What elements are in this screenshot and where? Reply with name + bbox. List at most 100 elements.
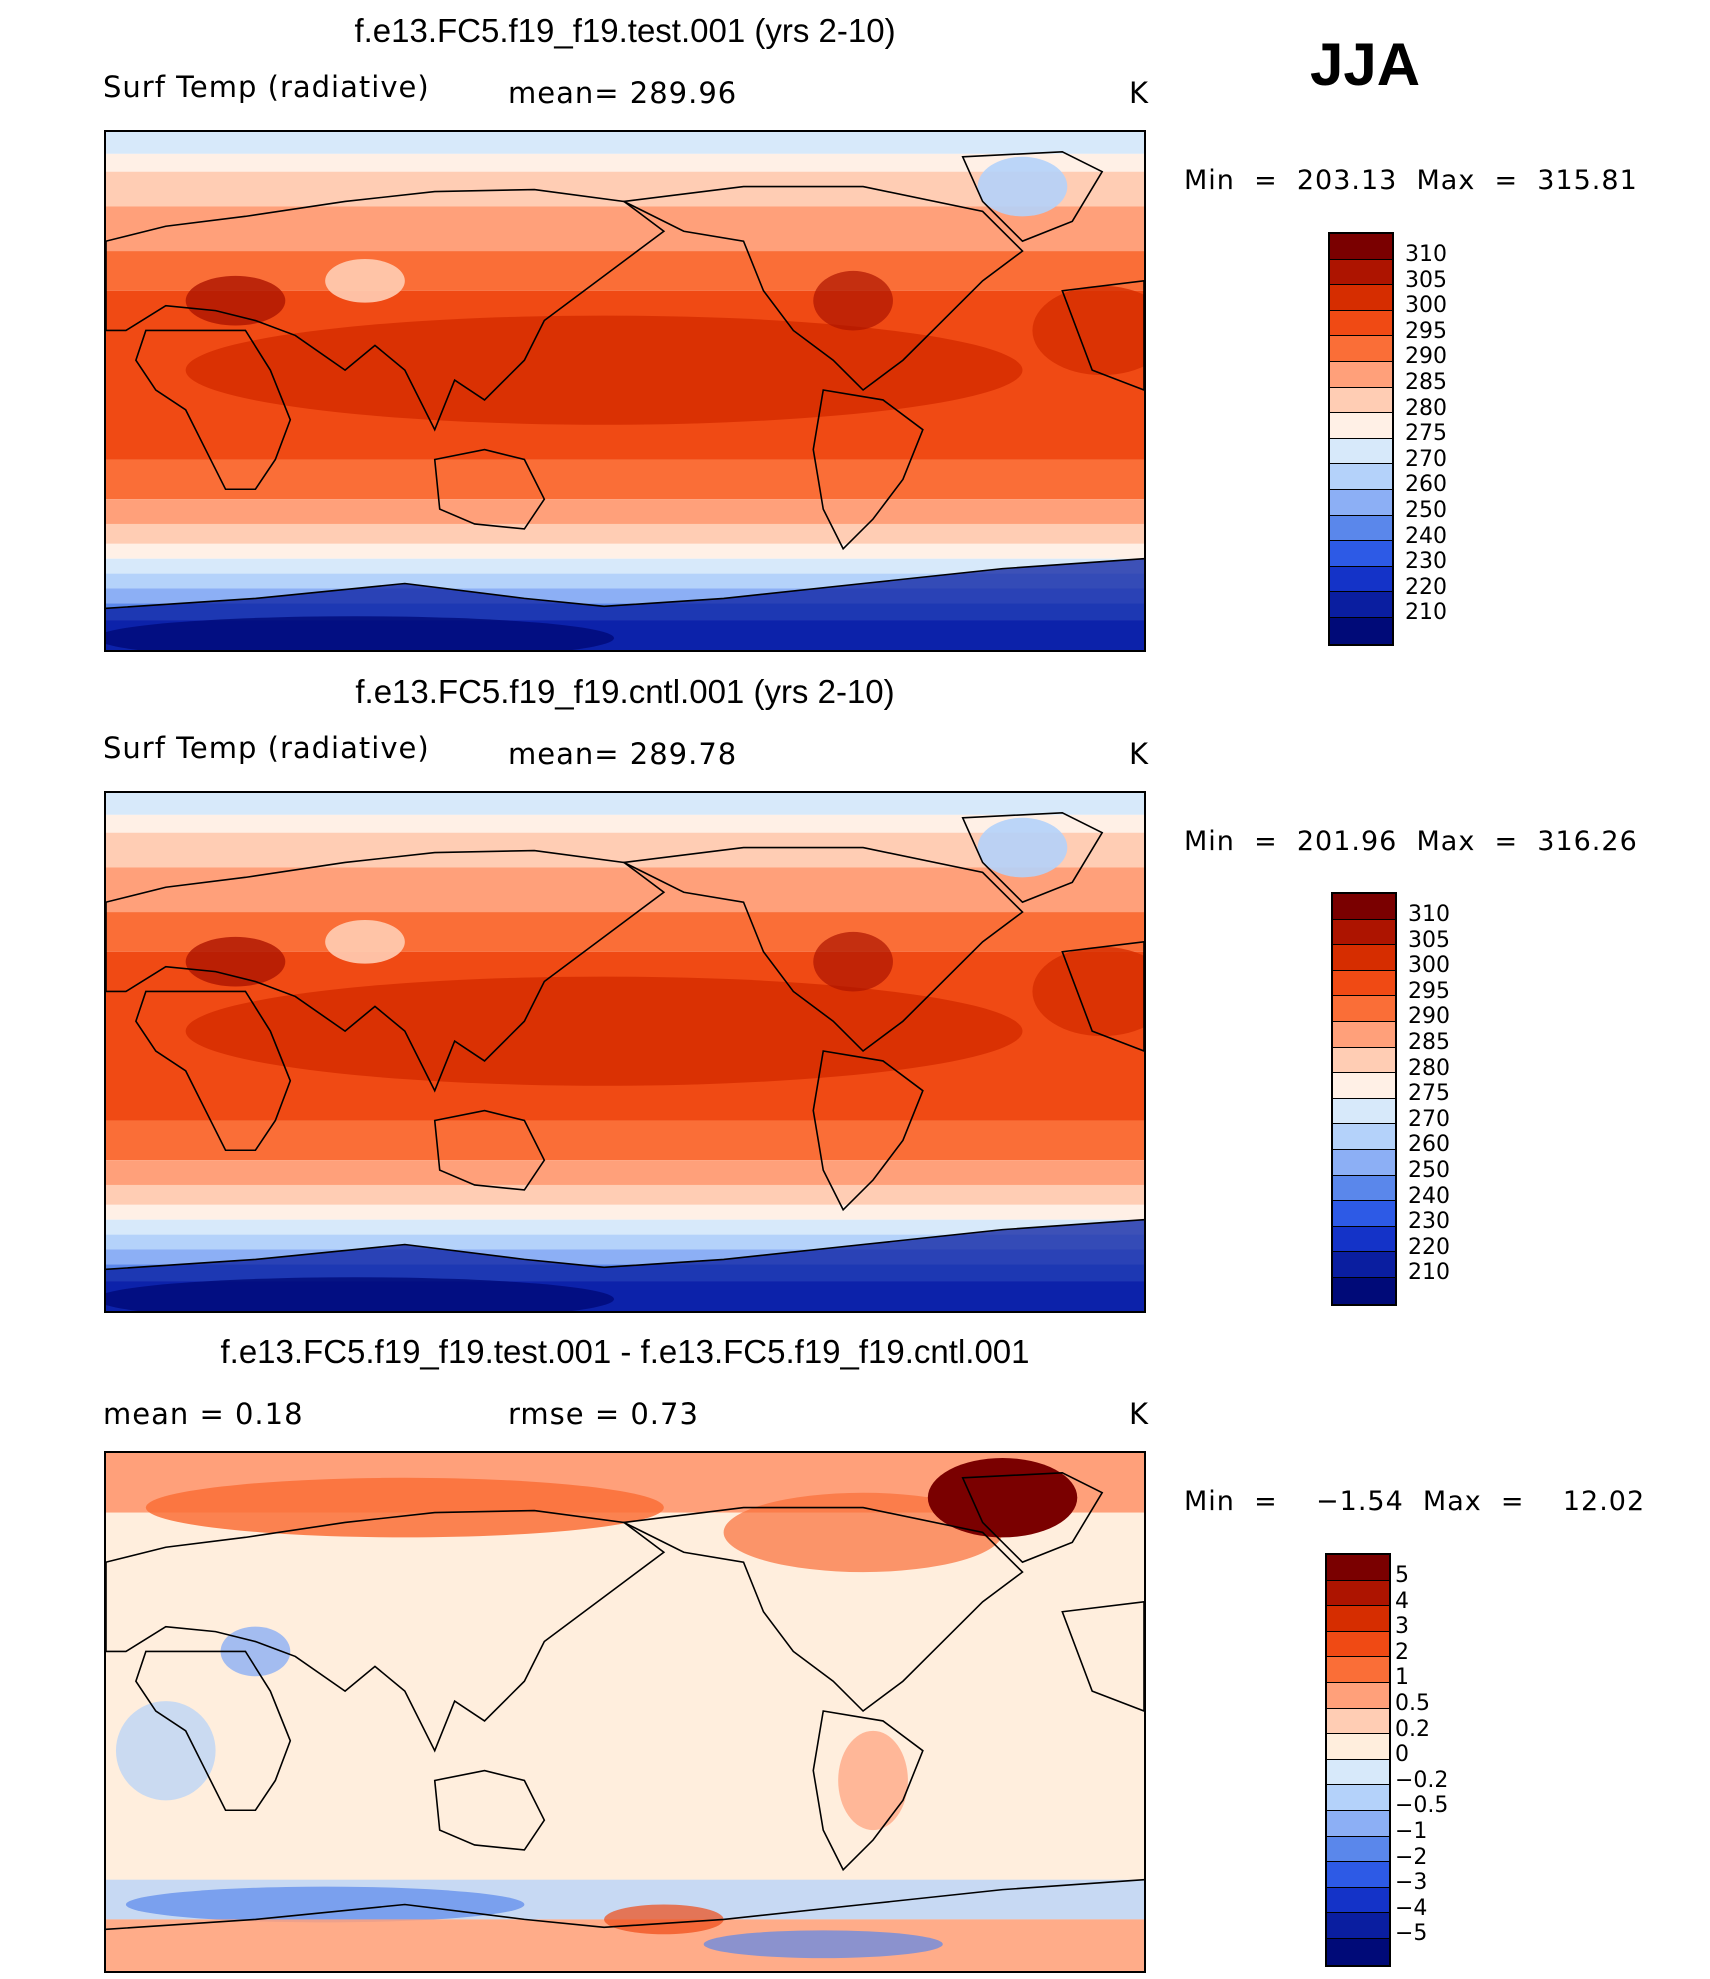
- panel-title: f.e13.FC5.f19_f19.test.001 (yrs 2-10): [354, 12, 896, 49]
- colorbar-swatch: [1330, 310, 1392, 337]
- colorbar-tick-label: −5: [1395, 1921, 1428, 1947]
- colorbar-tick-label: 230: [1405, 549, 1447, 575]
- colorbar: [1325, 1553, 1391, 1967]
- rmse-label: rmse = 0.73: [508, 1397, 699, 1431]
- min-max-label: Min = 201.96 Max = 316.26: [1184, 826, 1638, 857]
- min-max-label: Min = 203.13 Max = 315.81: [1184, 165, 1638, 196]
- units-label: K: [1129, 737, 1150, 771]
- colorbar-swatch: [1333, 1073, 1395, 1099]
- colorbar-tick-label: 4: [1395, 1588, 1409, 1614]
- colorbar-swatch: [1327, 1708, 1389, 1735]
- mean-label: mean= 289.96: [508, 76, 738, 110]
- colorbar-tick-label: 0: [1395, 1742, 1409, 1768]
- variable-label: Surf Temp (radiative): [103, 731, 430, 765]
- variable-label: Surf Temp (radiative): [103, 70, 430, 104]
- colorbar-tick-label: 270: [1405, 446, 1447, 472]
- min-max-label: Min = −1.54 Max = 12.02: [1184, 1486, 1646, 1517]
- colorbar-swatch: [1327, 1862, 1389, 1888]
- colorbar-swatch: [1327, 1580, 1389, 1607]
- colorbar-swatch: [1333, 1175, 1395, 1202]
- colorbar-swatch: [1330, 438, 1392, 465]
- colorbar-tick-label: 310: [1408, 902, 1450, 927]
- colorbar-swatch: [1333, 919, 1395, 946]
- colorbar-swatch: [1330, 566, 1392, 593]
- colorbar-tick-label: 2: [1395, 1639, 1409, 1665]
- colorbar-tick-label: −4: [1395, 1895, 1428, 1921]
- colorbar-tick-label: 275: [1408, 1081, 1450, 1107]
- colorbar-swatch: [1327, 1555, 1389, 1581]
- colorbar-swatch: [1333, 996, 1395, 1022]
- colorbar-tick-label: 295: [1408, 978, 1450, 1004]
- colorbar-tick-label: 295: [1405, 318, 1447, 344]
- colorbar-swatch: [1330, 336, 1392, 362]
- colorbar-swatch: [1330, 592, 1392, 618]
- colorbar-swatch: [1327, 1734, 1389, 1760]
- colorbar-swatch: [1330, 387, 1392, 414]
- colorbar-tick-label: 285: [1408, 1030, 1450, 1055]
- units-label: K: [1129, 1397, 1150, 1431]
- colorbar-swatch: [1330, 259, 1392, 286]
- colorbar-tick-label: 300: [1408, 953, 1450, 979]
- colorbar-tick-label: 210: [1405, 600, 1447, 626]
- colorbar-tick-label: 270: [1408, 1106, 1450, 1132]
- colorbar-tick-label: 3: [1395, 1614, 1409, 1640]
- colorbar-tick-label: 280: [1408, 1055, 1450, 1081]
- colorbar-swatch: [1330, 361, 1392, 388]
- colorbar-swatch: [1327, 1887, 1389, 1914]
- colorbar-tick-label: 310: [1405, 242, 1447, 267]
- colorbar: [1328, 232, 1394, 646]
- colorbar-swatch: [1330, 489, 1392, 516]
- colorbar-tick-label: 275: [1405, 421, 1447, 447]
- colorbar-swatch: [1333, 1124, 1395, 1150]
- colorbar-tick-label: −2: [1395, 1844, 1428, 1870]
- colorbar-swatch: [1333, 1277, 1395, 1304]
- colorbar-tick-label: 285: [1405, 370, 1447, 395]
- colorbar-tick-label: 280: [1405, 395, 1447, 421]
- panel-title: f.e13.FC5.f19_f19.test.001 - f.e13.FC5.f…: [220, 1333, 1030, 1370]
- colorbar-tick-label: −1: [1395, 1819, 1428, 1844]
- colorbar-swatch: [1333, 1201, 1395, 1227]
- colorbar-tick-label: 210: [1408, 1260, 1450, 1286]
- colorbar-tick-label: 300: [1405, 293, 1447, 319]
- colorbar-swatch: [1333, 1252, 1395, 1278]
- colorbar-tick-label: 290: [1405, 344, 1447, 370]
- difference-map: [104, 1451, 1146, 1973]
- colorbar-tick-label: 260: [1408, 1132, 1450, 1158]
- colorbar-swatch: [1327, 1759, 1389, 1786]
- colorbar-swatch: [1330, 464, 1392, 490]
- colorbar-tick-label: 220: [1405, 574, 1447, 600]
- colorbar-tick-label: −0.5: [1395, 1793, 1449, 1819]
- colorbar-swatch: [1327, 1606, 1389, 1632]
- colorbar-swatch: [1327, 1836, 1389, 1863]
- colorbar-swatch: [1327, 1938, 1389, 1965]
- colorbar-swatch: [1330, 285, 1392, 311]
- colorbar-tick-label: −3: [1395, 1870, 1428, 1896]
- colorbar-tick-label: 250: [1408, 1158, 1450, 1183]
- colorbar-swatch: [1327, 1810, 1389, 1837]
- colorbar-swatch: [1327, 1913, 1389, 1939]
- panel-title: f.e13.FC5.f19_f19.cntl.001 (yrs 2-10): [355, 673, 895, 710]
- colorbar-swatch: [1330, 515, 1392, 542]
- colorbar-tick-label: 240: [1408, 1183, 1450, 1209]
- colorbar-tick-label: 290: [1408, 1004, 1450, 1030]
- colorbar-swatch: [1330, 617, 1392, 644]
- colorbar-swatch: [1330, 541, 1392, 567]
- colorbar-swatch: [1333, 1149, 1395, 1176]
- colorbar-tick-label: −0.2: [1395, 1767, 1449, 1793]
- colorbar-swatch: [1327, 1785, 1389, 1811]
- colorbar-swatch: [1333, 970, 1395, 997]
- colorbar-swatch: [1327, 1682, 1389, 1709]
- units-label: K: [1129, 76, 1150, 110]
- colorbar-swatch: [1330, 234, 1392, 260]
- mean-label: mean = 0.18: [103, 1397, 304, 1431]
- colorbar-swatch: [1333, 1226, 1395, 1253]
- colorbar-tick-label: 240: [1405, 523, 1447, 549]
- colorbar-swatch: [1330, 413, 1392, 439]
- colorbar-tick-label: 305: [1408, 927, 1450, 953]
- colorbar-tick-label: 230: [1408, 1209, 1450, 1235]
- colorbar: [1331, 892, 1397, 1306]
- colorbar-tick-label: 5: [1395, 1563, 1409, 1588]
- colorbar-tick-label: 0.2: [1395, 1716, 1430, 1742]
- colorbar-tick-label: 305: [1405, 267, 1447, 293]
- mean-label: mean= 289.78: [508, 737, 738, 771]
